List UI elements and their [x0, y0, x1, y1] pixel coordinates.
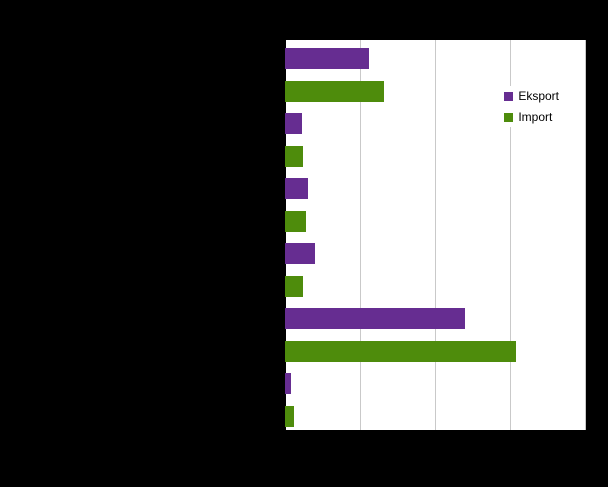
legend-label-eksport: Eksport: [518, 89, 559, 103]
bar-group: [285, 300, 585, 365]
bar-import: [285, 211, 306, 232]
legend-item-import: Import: [504, 111, 559, 123]
gridline: [585, 40, 586, 430]
bar-group: [285, 105, 585, 170]
bar-import: [285, 406, 294, 427]
bar-eksport: [285, 48, 369, 69]
bar-group: [285, 40, 585, 105]
bar-group: [285, 365, 585, 430]
gridline: [360, 40, 361, 430]
bar-eksport: [285, 308, 465, 329]
bar-import: [285, 146, 303, 167]
chart-legend: Eksport Import: [498, 86, 565, 127]
plot-area: Eksport Import: [285, 40, 586, 430]
bar-eksport: [285, 373, 291, 394]
bar-import: [285, 341, 516, 362]
gridline: [435, 40, 436, 430]
legend-item-eksport: Eksport: [504, 90, 559, 102]
bar-eksport: [285, 113, 302, 134]
bar-eksport: [285, 243, 315, 264]
bar-import: [285, 276, 303, 297]
bar-eksport: [285, 178, 308, 199]
bar-group: [285, 170, 585, 235]
eksport-swatch-icon: [504, 91, 514, 101]
bar-group: [285, 235, 585, 300]
gridline: [510, 40, 511, 430]
legend-label-import: Import: [518, 110, 553, 124]
y-axis-line: [285, 40, 286, 430]
bar-import: [285, 81, 384, 102]
import-swatch-icon: [504, 112, 514, 122]
